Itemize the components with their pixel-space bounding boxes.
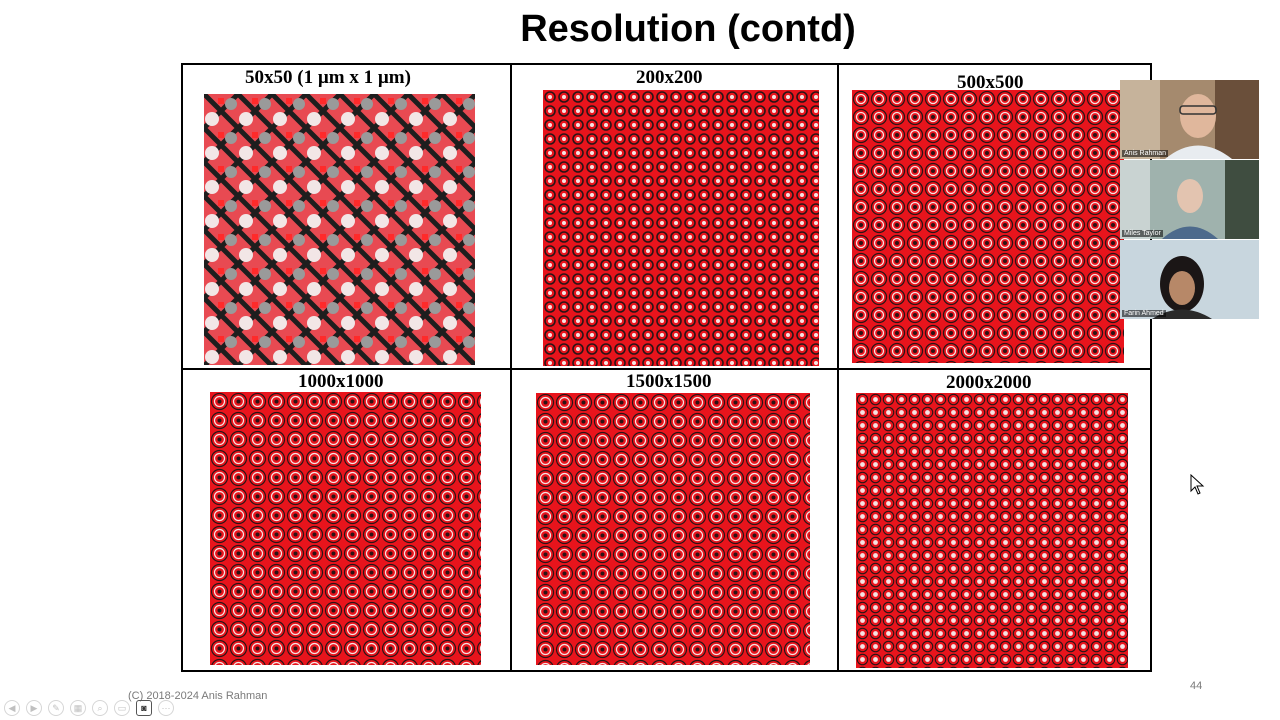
grid-divider — [837, 65, 839, 670]
previous-slide-icon[interactable]: ◀ — [4, 700, 20, 716]
pattern-image-500x500 — [852, 90, 1124, 363]
presenter-toolbar: ◀ ▶ ✎ ▦ ⌕ ▭ ◙ ⋯ — [4, 700, 174, 716]
next-slide-icon[interactable]: ▶ — [26, 700, 42, 716]
grid-divider — [510, 65, 512, 670]
participant-name: Miles Taylor — [1122, 230, 1163, 237]
cell-label-200x200: 200x200 — [636, 67, 703, 88]
slide-page-number: 44 — [1190, 680, 1203, 692]
pattern-image-1000x1000 — [210, 392, 481, 665]
participant-name: Farin Ahmed — [1122, 310, 1166, 317]
pattern-image-200x200 — [543, 90, 819, 366]
slides-grid-icon[interactable]: ▦ — [70, 700, 86, 716]
video-tile-anis-rahman[interactable]: Anis Rahman — [1120, 80, 1259, 159]
pen-icon[interactable]: ✎ — [48, 700, 64, 716]
subtitles-icon[interactable]: ▭ — [114, 700, 130, 716]
participant-name: Anis Rahman — [1122, 150, 1169, 157]
participant-video-icon — [1120, 80, 1259, 159]
pattern-image-2000x2000 — [856, 393, 1128, 668]
copyright-footer: (C) 2018-2024 Anis Rahman — [128, 690, 268, 702]
grid-divider — [183, 368, 1150, 370]
pattern-image-50x50 — [204, 94, 475, 365]
slide-title: Resolution (contd) — [520, 8, 856, 50]
cell-label-50x50: 50x50 (1 µm x 1 µm) — [245, 67, 411, 88]
cell-label-1000x1000: 1000x1000 — [298, 371, 384, 392]
camera-icon[interactable]: ◙ — [136, 700, 152, 716]
participant-video-icon — [1120, 160, 1259, 239]
zoom-icon[interactable]: ⌕ — [92, 700, 108, 716]
participant-video-icon — [1120, 240, 1259, 319]
resolution-grid — [181, 63, 1152, 672]
pattern-image-1500x1500 — [536, 393, 810, 665]
mouse-cursor-icon — [1190, 473, 1206, 501]
cell-label-2000x2000: 2000x2000 — [946, 372, 1032, 393]
video-tile-farin-ahmed[interactable]: Farin Ahmed — [1120, 240, 1259, 319]
cell-label-500x500: 500x500 — [957, 72, 1024, 93]
video-tile-miles-taylor[interactable]: Miles Taylor — [1120, 160, 1259, 239]
more-options-icon[interactable]: ⋯ — [158, 700, 174, 716]
cell-label-1500x1500: 1500x1500 — [626, 371, 712, 392]
